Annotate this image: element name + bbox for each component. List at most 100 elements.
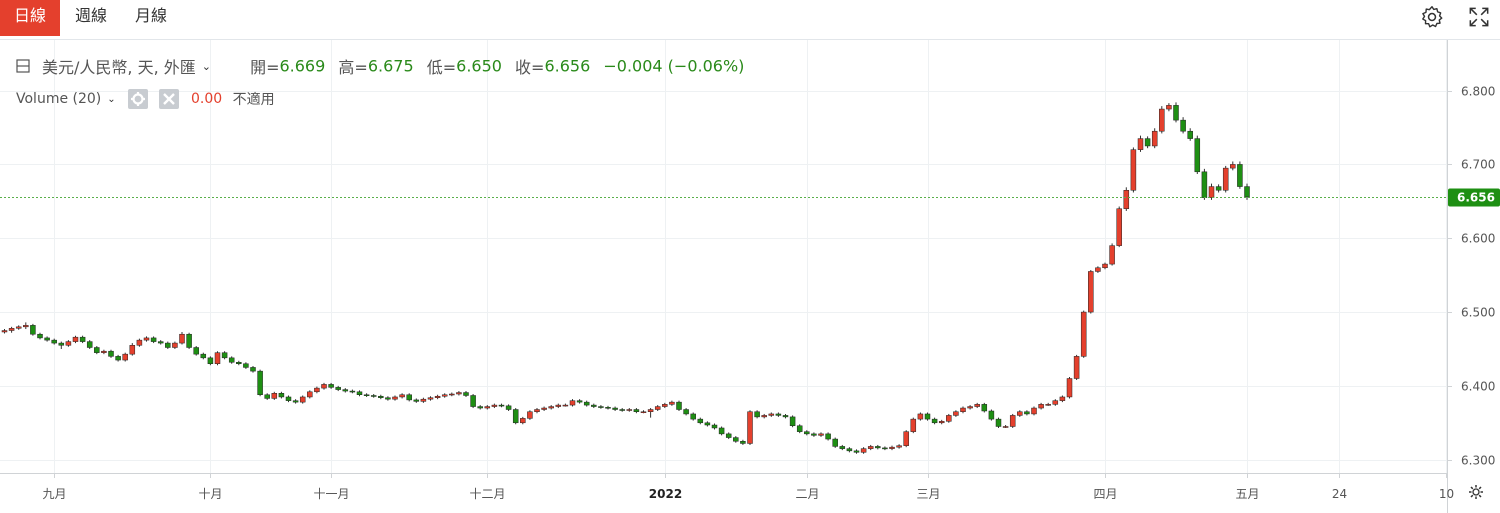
candle-body (1244, 186, 1250, 198)
candle (740, 439, 746, 445)
candle-body (214, 352, 221, 364)
candle-body (79, 336, 86, 342)
candle (662, 402, 668, 409)
candle (981, 402, 988, 413)
candle (392, 395, 398, 401)
price-tick-label: 6.600 (1461, 232, 1495, 246)
candle (307, 390, 313, 399)
gear-icon[interactable] (1419, 4, 1445, 30)
candle (115, 354, 121, 362)
candle (846, 447, 853, 453)
candle (1002, 425, 1009, 428)
price-axis: 6.800 6.700 6.600 6.500 6.400 6.300 (1447, 85, 1495, 468)
candle (172, 341, 178, 349)
candle (1052, 399, 1059, 406)
tab-weekly[interactable]: 週線 (74, 6, 107, 25)
candle (328, 382, 334, 389)
candle-body (896, 445, 902, 448)
candle-body (619, 409, 625, 411)
candle (356, 390, 363, 397)
candle (65, 340, 72, 347)
candle (1215, 184, 1222, 193)
chart-grid (0, 40, 1447, 473)
candle (676, 400, 682, 411)
candle-body (399, 394, 405, 398)
candle (406, 393, 412, 402)
candle-body (676, 401, 682, 410)
price-tick-label: 6.800 (1461, 85, 1495, 99)
candle-body (37, 333, 43, 339)
candle (591, 403, 597, 409)
candle-body (910, 418, 917, 432)
chevron-down-icon[interactable]: ⌄ (107, 93, 116, 105)
candle (441, 393, 448, 398)
volume-value: 0.00 (191, 91, 223, 107)
price-tag: 6.656 (1448, 188, 1500, 207)
candle-body (1130, 149, 1137, 191)
expand-icon[interactable] (1466, 4, 1492, 30)
candle (342, 388, 349, 393)
candle-body (1080, 311, 1087, 357)
open-label: 開= (250, 58, 280, 77)
chevron-down-icon[interactable]: ⌄ (201, 59, 211, 73)
candle (505, 404, 512, 411)
candle-body (882, 447, 888, 450)
candle-body (1009, 415, 1016, 427)
close-label: 收= (515, 58, 545, 77)
candle (1237, 161, 1243, 189)
candle (370, 394, 377, 398)
candle-body (953, 411, 959, 416)
candle (612, 406, 618, 411)
volume-title[interactable]: Volume (20) (16, 91, 102, 107)
candle-body (534, 409, 540, 412)
candle-body (683, 409, 689, 415)
candle (8, 326, 15, 333)
candle-body (598, 406, 604, 408)
candle-body (58, 342, 65, 346)
candle (1123, 187, 1130, 211)
candle-body (626, 409, 633, 411)
candle-body (498, 404, 505, 407)
candle-body (179, 333, 185, 344)
symbol-title[interactable]: 美元/人民幣, 天, 外匯 (42, 58, 196, 77)
candle (498, 403, 505, 408)
candle (1073, 354, 1080, 380)
candle-body (1215, 186, 1222, 191)
axis-settings-icon[interactable] (1469, 485, 1483, 499)
candle-body (243, 363, 249, 368)
candle-body (718, 427, 725, 435)
candle (278, 391, 285, 399)
candle-body (328, 384, 334, 388)
candle (640, 410, 647, 414)
volume-settings-button[interactable] (128, 89, 149, 109)
candle (889, 445, 895, 451)
candle (1095, 266, 1101, 273)
candle (839, 444, 846, 451)
candle (860, 447, 867, 454)
candle-body (44, 337, 50, 341)
candle (314, 386, 320, 394)
candle (718, 426, 725, 436)
candle-body (832, 438, 838, 447)
candle (647, 408, 654, 418)
candle-body (960, 407, 966, 412)
candle-body (796, 425, 803, 432)
candle (456, 391, 462, 396)
candle (853, 449, 860, 454)
candle (924, 412, 931, 421)
time-tick-label: 十二月 (469, 487, 505, 501)
tab-monthly[interactable]: 月線 (134, 6, 167, 25)
candle (271, 391, 278, 400)
candle-body (441, 394, 448, 397)
candle (768, 412, 775, 417)
candle (562, 403, 569, 407)
candle (257, 369, 263, 397)
collapse-icon[interactable] (16, 59, 30, 73)
candle-body (782, 415, 789, 418)
candle-body (15, 326, 22, 329)
price-chart[interactable]: 6.800 6.700 6.600 6.500 6.400 6.300 九月 十月 十一月 十二… (0, 40, 1500, 513)
candle (385, 396, 391, 401)
tab-daily[interactable]: 日線 (0, 0, 60, 36)
candle-body (1052, 400, 1059, 405)
volume-remove-button[interactable] (158, 89, 179, 109)
